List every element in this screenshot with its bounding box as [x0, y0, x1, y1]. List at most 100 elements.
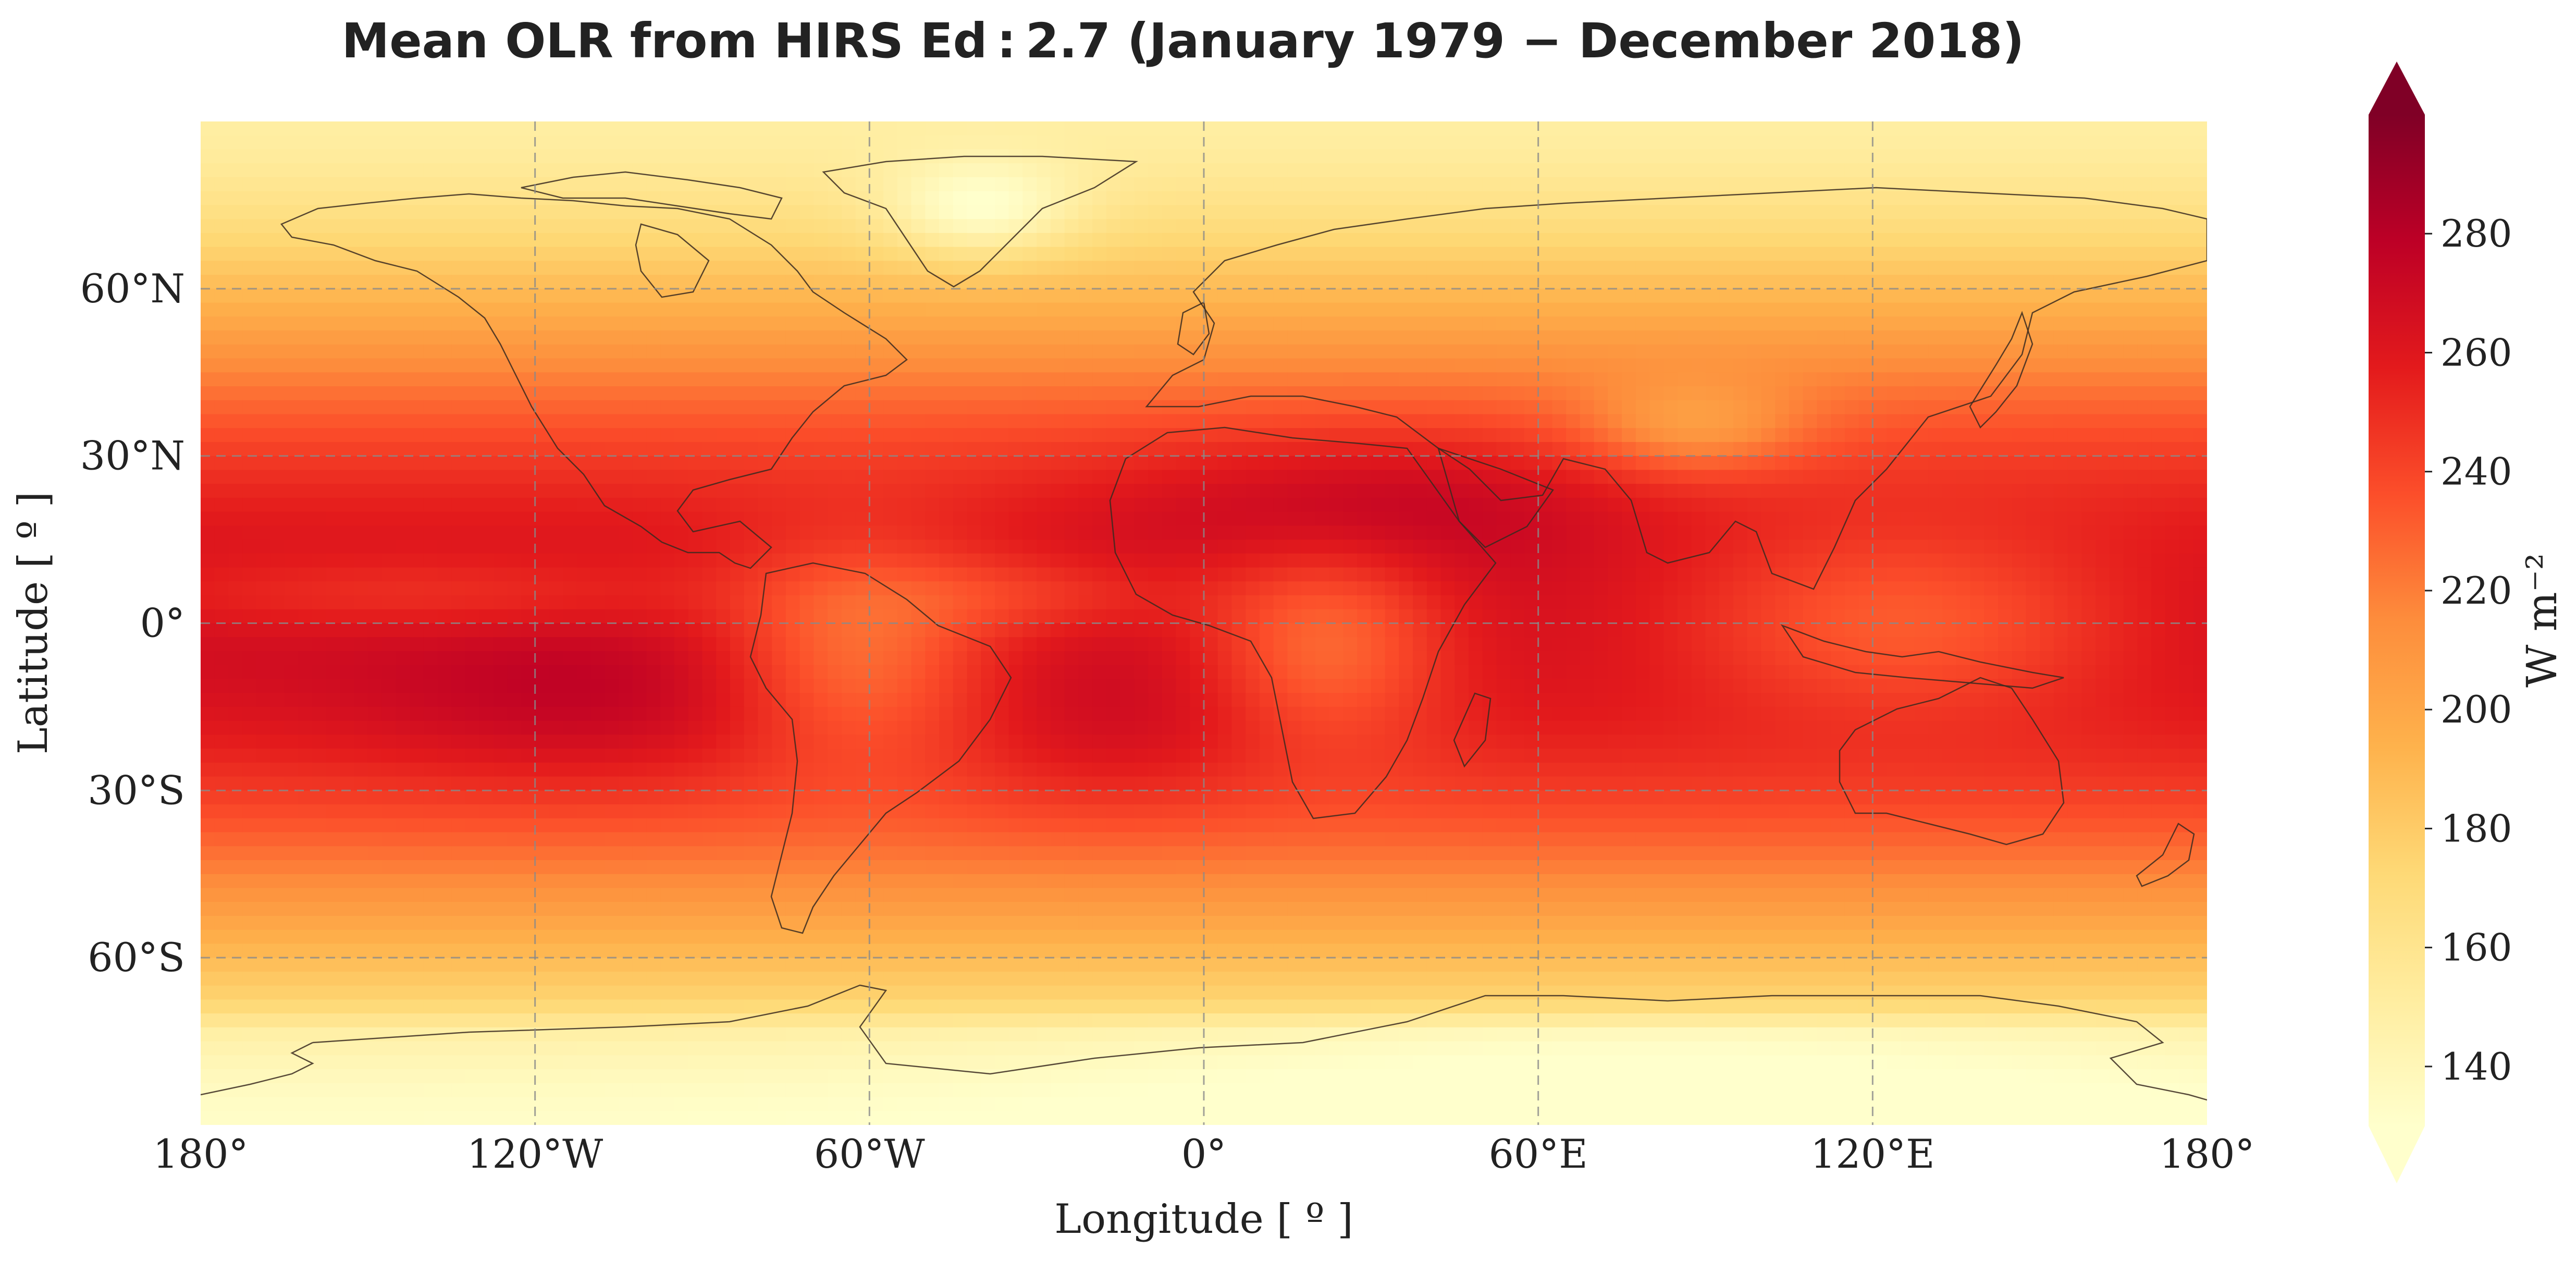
heatmap-cell [1078, 205, 1093, 219]
heatmap-cell [1538, 595, 1553, 610]
heatmap-cell [1371, 540, 1386, 554]
heatmap-cell [1817, 511, 1831, 527]
heatmap-cell [1942, 302, 1957, 317]
heatmap-cell [228, 540, 243, 554]
heatmap-cell [1635, 344, 1650, 359]
heatmap-cell [1106, 149, 1121, 164]
heatmap-cell [256, 595, 271, 610]
heatmap-cell [2151, 177, 2166, 192]
heatmap-cell [1580, 205, 1595, 219]
heatmap-cell [2165, 386, 2180, 401]
heatmap-cell [1134, 261, 1149, 275]
heatmap-cell [1761, 414, 1776, 429]
heatmap-cell [1608, 191, 1622, 206]
heatmap-cell [1510, 540, 1525, 554]
heatmap-cell [1831, 456, 1845, 471]
heatmap-cell [590, 121, 606, 136]
heatmap-cell [1385, 400, 1400, 415]
heatmap-cell [1343, 330, 1358, 345]
heatmap-cell [1217, 540, 1232, 554]
heatmap-cell [953, 163, 968, 178]
heatmap-cell [549, 205, 563, 219]
heatmap-cell [1162, 275, 1177, 289]
heatmap-cell [1148, 135, 1163, 150]
heatmap-cell [1594, 316, 1609, 331]
heatmap-cell [1594, 372, 1609, 387]
heatmap-cell [1900, 428, 1915, 443]
heatmap-cell [1037, 540, 1051, 554]
heatmap-cell [1092, 275, 1107, 289]
heatmap-cell [841, 232, 856, 248]
heatmap-cell [437, 511, 452, 527]
heatmap-cell [1928, 511, 1943, 527]
heatmap-cell [1691, 414, 1706, 429]
heatmap-cell [730, 567, 745, 582]
heatmap-cell [772, 511, 786, 527]
heatmap-cell [995, 219, 1009, 234]
heatmap-cell [1831, 302, 1845, 317]
heatmap-cell [214, 595, 229, 610]
heatmap-cell [1622, 232, 1636, 248]
heatmap-cell [228, 442, 243, 457]
heatmap-cell [953, 135, 968, 150]
heatmap-cell [688, 497, 703, 512]
heatmap-cell [1649, 567, 1665, 582]
heatmap-cell [1287, 470, 1302, 484]
heatmap-cell [563, 177, 577, 192]
heatmap-cell [2026, 428, 2040, 443]
heatmap-cell [563, 261, 577, 275]
heatmap-cell [744, 344, 759, 359]
heatmap-cell [716, 400, 731, 415]
heatmap-cell [1914, 205, 1929, 219]
heatmap-cell [354, 428, 368, 443]
heatmap-cell [883, 121, 898, 136]
heatmap-cell [1900, 414, 1915, 429]
heatmap-cell [1037, 135, 1051, 150]
heatmap-cell [1984, 567, 1999, 582]
heatmap-cell [1413, 135, 1427, 150]
heatmap-cell [1162, 247, 1177, 262]
heatmap-cell [1663, 372, 1678, 387]
heatmap-cell [1635, 372, 1650, 387]
heatmap-cell [228, 219, 243, 234]
heatmap-cell [1455, 581, 1469, 596]
heatmap-cell [228, 470, 243, 484]
heatmap-cell [1844, 302, 1859, 317]
heatmap-cell [2040, 540, 2054, 554]
heatmap-cell [1050, 316, 1065, 331]
heatmap-cell [340, 456, 354, 471]
heatmap-cell [1789, 232, 1804, 248]
heatmap-cell [967, 540, 981, 554]
heatmap-cell [1315, 442, 1330, 457]
heatmap-cell [1872, 358, 1887, 373]
heatmap-cell [632, 567, 647, 582]
heatmap-cell [1148, 149, 1163, 164]
heatmap-cell [1273, 302, 1288, 317]
heatmap-cell [1301, 163, 1316, 178]
heatmap-cell [228, 149, 243, 164]
heatmap-cell [214, 581, 229, 596]
heatmap-cell [1259, 163, 1274, 178]
heatmap-cell [1789, 581, 1804, 596]
heatmap-cell [493, 470, 508, 484]
heatmap-cell [702, 358, 717, 373]
heatmap-cell [2096, 456, 2110, 471]
heatmap-cell [326, 511, 341, 527]
heatmap-cell [1106, 511, 1121, 527]
heatmap-cell [869, 553, 884, 568]
heatmap-cell [1190, 149, 1204, 164]
heatmap-cell [201, 414, 215, 429]
heatmap-cell [1482, 511, 1497, 527]
heatmap-cell [2053, 121, 2068, 136]
heatmap-cell [535, 484, 550, 498]
heatmap-cell [660, 330, 675, 345]
heatmap-cell [1887, 135, 1901, 150]
heatmap-cell [1761, 497, 1776, 512]
heatmap-cell [1663, 344, 1678, 359]
heatmap-cell [925, 358, 940, 373]
heatmap-cell [437, 484, 452, 498]
heatmap-cell [1469, 442, 1483, 457]
heatmap-cell [967, 302, 981, 317]
heatmap-cell [242, 540, 257, 554]
heatmap-cell [1148, 386, 1163, 401]
